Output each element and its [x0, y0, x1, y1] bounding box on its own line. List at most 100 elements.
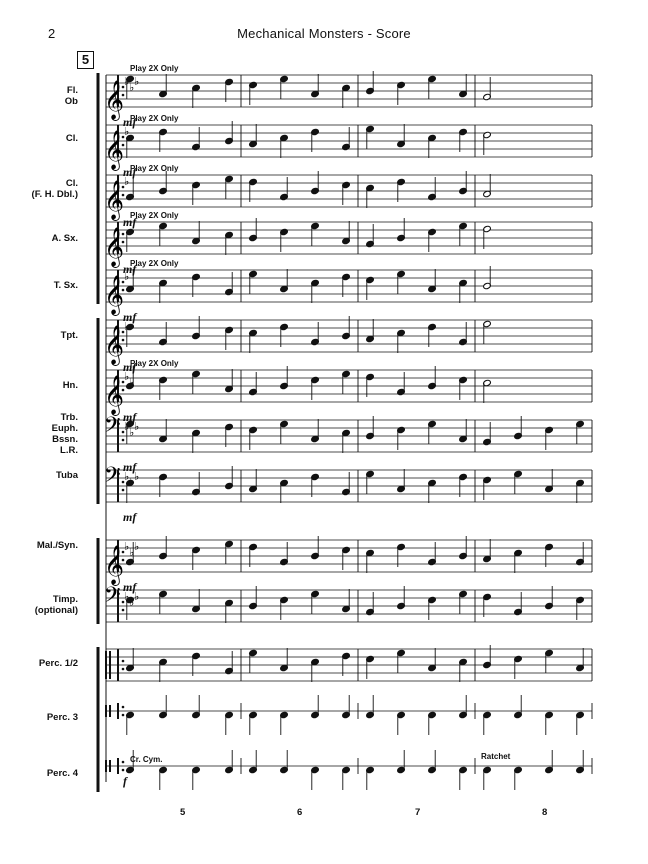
repeat-dot — [121, 600, 125, 604]
instrument-label-line: Trb. — [60, 412, 78, 423]
staff-tpt: 𝄞♭ — [104, 316, 593, 366]
instrument-label-line: Euph. — [51, 423, 78, 434]
instrument-label-line: L.R. — [60, 445, 78, 456]
repeat-dot — [121, 380, 125, 384]
flat-icon: ♭ — [129, 81, 134, 94]
dynamic-marking: mf — [123, 410, 137, 424]
repeat-dot — [121, 85, 125, 89]
repeat-dot — [121, 438, 125, 442]
flat-icon: ♭ — [134, 420, 139, 433]
measure-number: 5 — [180, 807, 186, 818]
repeat-dot — [121, 705, 125, 709]
treble-clef-icon: 𝄞 — [104, 375, 124, 416]
instrument-label-tpt: Tpt. — [61, 330, 78, 341]
bass-clef-icon: 𝄢 — [104, 583, 121, 613]
percussion-clef-icon — [109, 651, 111, 679]
repeat-dot — [121, 659, 125, 663]
percussion-clef-icon — [109, 705, 111, 717]
staff-perc12 — [105, 645, 593, 682]
staff-cl: 𝄞 ♭ — [104, 121, 593, 171]
play-instruction: Play 2X Only — [130, 211, 179, 220]
ratchet-annotation: Ratchet — [481, 752, 511, 761]
dynamic-marking: mf — [123, 360, 137, 374]
instrument-label-line: A. Sx. — [51, 233, 78, 244]
staff-perc3 — [105, 695, 593, 735]
instrument-label-mal: Mal./Syn. — [37, 540, 78, 551]
treble-clef-icon: 𝄞 — [104, 80, 124, 121]
repeat-dot — [121, 550, 125, 554]
instrument-label-hn: Hn. — [63, 380, 78, 391]
staff-perc4 — [105, 750, 593, 790]
dynamic-marking: mf — [123, 580, 137, 594]
staff-timp: 𝄢♭♭♭ — [104, 583, 593, 623]
repeat-dot — [121, 480, 125, 484]
instrument-label-line: (F. H. Dbl.) — [31, 189, 78, 200]
treble-clef-icon: 𝄞 — [104, 180, 124, 221]
play-instruction: Play 2X Only — [130, 64, 179, 73]
instrument-label-line: (optional) — [34, 605, 78, 616]
play-instruction: Play 2X Only — [130, 359, 179, 368]
instrument-label-fl-ob: Fl. Ob — [65, 85, 78, 107]
repeat-dot — [121, 330, 125, 334]
repeat-dot — [121, 135, 125, 139]
flat-icon: ♭ — [134, 590, 139, 603]
instrument-label-line: Perc. 1/2 — [38, 658, 78, 669]
instrument-label-line: Tpt. — [60, 330, 78, 341]
instrument-label-line: Mal./Syn. — [36, 540, 78, 551]
flat-icon: ♭ — [124, 590, 129, 603]
treble-clef-icon: 𝄞 — [104, 325, 124, 366]
play-instruction: Play 2X Only — [130, 259, 179, 268]
score-title: Mechanical Monsters - Score — [237, 26, 411, 41]
repeat-dot — [121, 338, 125, 342]
treble-clef-icon: 𝄞 — [104, 130, 124, 171]
instrument-label-asx: A. Sx. — [52, 233, 78, 244]
measure-number: 8 — [542, 807, 548, 818]
measure-number: 6 — [297, 807, 303, 818]
measure-number: 7 — [415, 807, 421, 818]
flat-icon: ♭ — [124, 540, 129, 553]
repeat-dot — [121, 143, 125, 147]
repeat-dot — [121, 713, 125, 717]
instrument-label-line: Hn. — [62, 380, 78, 391]
repeat-dot — [121, 185, 125, 189]
instrument-label-line: Bssn. — [52, 434, 78, 445]
page-number: 2 — [48, 26, 56, 41]
dynamic-marking: mf — [123, 510, 137, 524]
instrument-label-timp: Timp. (optional) — [35, 594, 78, 616]
instrument-label-line: Tuba — [56, 470, 78, 481]
repeat-dot — [121, 558, 125, 562]
repeat-dot — [121, 232, 125, 236]
flat-icon: ♭ — [129, 426, 134, 439]
instrument-label-cl-fh: Cl. (F. H. Dbl.) — [32, 178, 78, 200]
instrument-label-trb: Trb. Euph. Bssn. L.R. — [52, 412, 78, 456]
rehearsal-mark: 5 — [77, 51, 94, 69]
staff-hn: 𝄞 ♭ ♭ — [104, 366, 593, 416]
play-instruction: Play 2X Only — [130, 114, 179, 123]
instrument-label-perc12: Perc. 1/2 — [39, 658, 78, 669]
dynamic-marking: mf — [123, 310, 137, 324]
instrument-label-line: Fl. — [66, 85, 78, 96]
flat-icon: ♭ — [134, 75, 139, 88]
play-instruction: Play 2X Only — [130, 164, 179, 173]
instrument-label-line: Cl. — [65, 178, 78, 189]
instrument-label-line: Ob — [64, 96, 78, 107]
repeat-dot — [121, 280, 125, 284]
flat-icon: ♭ — [129, 546, 134, 559]
flat-icon: ♭ — [124, 370, 129, 383]
flat-icon: ♭ — [124, 470, 129, 483]
instrument-label-line: T. Sx. — [53, 280, 78, 291]
treble-clef-icon: 𝄞 — [104, 275, 124, 316]
instrument-label-line: Perc. 4 — [46, 768, 78, 779]
treble-clef-icon: 𝄞 — [104, 227, 124, 268]
repeat-dot — [121, 430, 125, 434]
repeat-dot — [121, 760, 125, 764]
bass-clef-icon: 𝄢 — [104, 463, 121, 493]
play-instruction: Cr. Cym. — [130, 755, 163, 764]
repeat-dot — [121, 288, 125, 292]
dynamic-marking: mf — [123, 165, 137, 179]
instrument-label-tsx: T. Sx. — [54, 280, 78, 291]
dynamic-marking: mf — [123, 262, 137, 276]
repeat-dot — [121, 768, 125, 772]
percussion-clef-icon — [109, 760, 111, 772]
